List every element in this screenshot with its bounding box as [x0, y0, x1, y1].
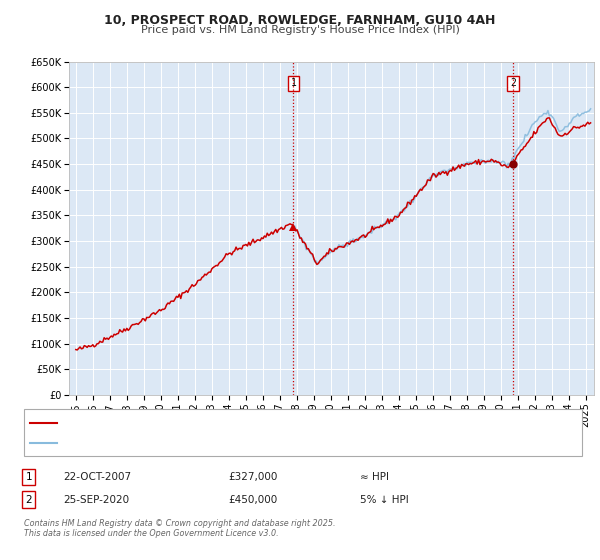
Text: HPI: Average price, semi-detached house, Waverley: HPI: Average price, semi-detached house,… — [63, 438, 310, 447]
Text: 22-OCT-2007: 22-OCT-2007 — [63, 472, 131, 482]
Text: Price paid vs. HM Land Registry's House Price Index (HPI): Price paid vs. HM Land Registry's House … — [140, 25, 460, 35]
Text: 1: 1 — [25, 472, 32, 482]
Text: 2: 2 — [510, 78, 516, 88]
Text: 2: 2 — [25, 494, 32, 505]
Text: 1: 1 — [290, 78, 296, 88]
Text: 5% ↓ HPI: 5% ↓ HPI — [360, 494, 409, 505]
Text: 10, PROSPECT ROAD, ROWLEDGE, FARNHAM, GU10 4AH (semi-detached house): 10, PROSPECT ROAD, ROWLEDGE, FARNHAM, GU… — [63, 418, 442, 428]
Text: 10, PROSPECT ROAD, ROWLEDGE, FARNHAM, GU10 4AH: 10, PROSPECT ROAD, ROWLEDGE, FARNHAM, GU… — [104, 14, 496, 27]
Text: ≈ HPI: ≈ HPI — [360, 472, 389, 482]
Text: Contains HM Land Registry data © Crown copyright and database right 2025.: Contains HM Land Registry data © Crown c… — [24, 519, 335, 528]
Text: 25-SEP-2020: 25-SEP-2020 — [63, 494, 129, 505]
Text: £327,000: £327,000 — [228, 472, 277, 482]
Text: This data is licensed under the Open Government Licence v3.0.: This data is licensed under the Open Gov… — [24, 529, 278, 538]
Text: £450,000: £450,000 — [228, 494, 277, 505]
